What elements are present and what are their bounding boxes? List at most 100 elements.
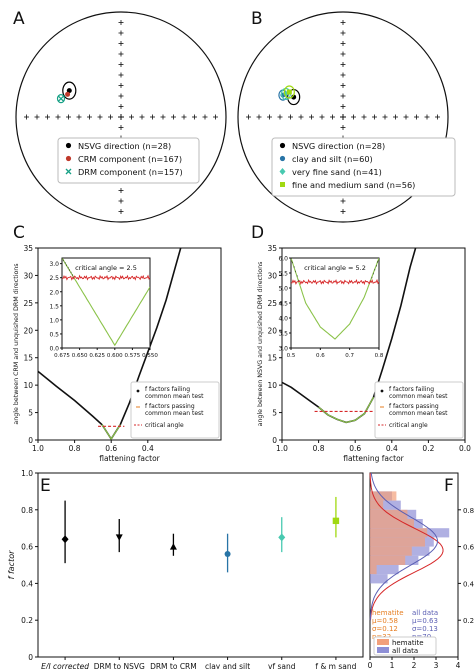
normal-curve-1 [369, 472, 439, 621]
inset-y-tick-label: 1.0 [49, 317, 59, 324]
plot-frame-E [37, 472, 364, 658]
x-tick-label: E/I corrected [41, 662, 89, 669]
y-tick-label: 10 [23, 381, 33, 390]
legend-label: common mean test [389, 410, 448, 417]
data-point-5 [332, 517, 340, 525]
passing-series-line [318, 396, 375, 424]
data-point-1 [115, 534, 123, 541]
x-tick-label: 4 [456, 661, 461, 669]
legend-marker [279, 155, 286, 162]
y-tick-label: 5 [28, 409, 33, 418]
legend-label: f factors passing [145, 403, 195, 410]
legend-marker [136, 389, 140, 393]
legend-marker [65, 142, 72, 149]
inset-series-group [291, 258, 379, 340]
x-tick-label: 2 [412, 661, 417, 669]
legend-B [271, 137, 456, 197]
x-tick-label: clay and silt [205, 662, 250, 669]
stats-text: σ=0.12 [372, 625, 398, 633]
inset-x-tick-label: 0.600 [107, 353, 123, 359]
inset-critical-angle-line [291, 278, 379, 286]
series-group [38, 248, 182, 440]
inset-y-tick-label: 5.5 [278, 271, 288, 278]
series-group [282, 248, 417, 424]
stats-text: all data [412, 609, 438, 617]
legend-label: NSVG direction (n=28) [78, 141, 171, 151]
legend-marker [280, 182, 285, 187]
plot-frame-D [281, 247, 466, 441]
y-tick-label: 0.2 [463, 617, 474, 625]
inset-passing-curve [291, 258, 379, 340]
x-tick-label: 0.2 [422, 444, 434, 453]
x-axis-label: flattening factor [99, 454, 160, 463]
x-tick-label: 0.0 [459, 444, 471, 453]
inset-y-tick-label: 5.0 [278, 286, 288, 293]
y-tick-label: 15 [23, 354, 33, 363]
legend-label: f factors failing [389, 386, 434, 393]
y-axis-label: angle between NSVG and unquished DRM dir… [257, 262, 264, 427]
inset-y-tick-label: 3.0 [49, 261, 59, 268]
legend-D [374, 381, 464, 439]
y-tick-label: 25 [23, 299, 33, 308]
legend-label: critical angle [389, 422, 428, 429]
inset-x-tick-label: 0.650 [72, 353, 88, 359]
all-data-bar [370, 565, 399, 575]
hematite-bar [370, 509, 408, 519]
inset-y-tick-label: 6.0 [278, 256, 288, 263]
x-tick-label: 0.6 [349, 444, 361, 453]
x-tick-label: 0.6 [105, 444, 117, 453]
legend-label: clay and silt (n=60) [292, 154, 373, 164]
y-tick-label: 5 [272, 409, 277, 418]
legend-marker [380, 389, 384, 393]
x-tick-label: 0.8 [69, 444, 81, 453]
legend-marker [279, 142, 286, 149]
x-tick-label: 0.8 [313, 444, 325, 453]
legend-F [373, 636, 437, 656]
failing-series-line [38, 248, 182, 440]
inset-y-tick-label: 1.5 [49, 303, 59, 310]
legend-label: CRM component (n=167) [78, 154, 182, 164]
stats-text: σ=0.13 [412, 625, 438, 633]
inset-y-tick-label: 3.0 [278, 346, 288, 353]
inset-x-tick-label: 0.7 [345, 353, 354, 359]
legend-label: fine and medium sand (n=56) [292, 180, 415, 190]
legend-label: critical angle [145, 422, 184, 429]
inset-x-tick-label: 0.6 [316, 353, 325, 359]
inset-x-tick-label: 0.625 [89, 353, 105, 359]
y-tick-label: 0.8 [463, 507, 474, 515]
data-point-2 [169, 543, 177, 550]
y-tick-label: 15 [267, 354, 277, 363]
y-tick-label: 0.6 [463, 544, 474, 552]
y-tick-label: 0.6 [21, 543, 33, 552]
inset-y-tick-label: 2.5 [49, 275, 59, 282]
panel-label-A: A [13, 9, 25, 29]
all-data-bar [370, 574, 388, 584]
y-tick-label: 25 [267, 299, 277, 308]
x-axis-label: flattening factor [343, 454, 404, 463]
y-tick-label: 0 [272, 436, 277, 445]
legend-label: hematite [392, 639, 424, 647]
legend-label: NSVG direction (n=28) [292, 141, 385, 151]
inset-series-group [62, 258, 150, 347]
hematite-bar [370, 555, 406, 565]
inset-y-tick-label: 4.5 [278, 301, 288, 308]
inset-annotation: critical angle = 2.5 [75, 264, 137, 272]
hematite-bar [370, 537, 425, 547]
y-tick-label: 0 [28, 653, 33, 662]
data-point-3 [286, 89, 292, 95]
x-tick-label: 1.0 [276, 444, 288, 453]
plot-frame-C [37, 247, 222, 441]
legend-label: common mean test [145, 393, 204, 400]
y-tick-label: 1.0 [21, 469, 33, 478]
hematite-bar [370, 519, 414, 529]
hematite-bar [370, 528, 428, 538]
legend-marker [279, 168, 286, 175]
legend-label: very fine sand (n=41) [292, 167, 382, 177]
legend-label: common mean test [389, 393, 448, 400]
inset-x-tick-label: 0.550 [142, 353, 158, 359]
x-tick-label: vf sand [268, 662, 296, 669]
hematite-bar [370, 546, 412, 556]
legend-label: f factors failing [145, 386, 190, 393]
y-axis-label: f factor [7, 550, 16, 580]
y-tick-label: 10 [267, 381, 277, 390]
